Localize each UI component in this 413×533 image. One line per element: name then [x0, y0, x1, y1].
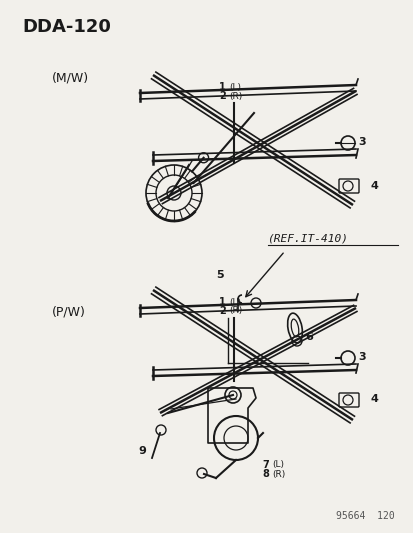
Text: (R): (R): [271, 470, 285, 479]
Text: (M/W): (M/W): [52, 71, 89, 84]
Text: (L): (L): [228, 297, 240, 306]
Circle shape: [166, 186, 180, 200]
Text: 2: 2: [219, 306, 225, 316]
Text: (REF.IT-410): (REF.IT-410): [267, 233, 348, 243]
Text: 3: 3: [357, 352, 365, 362]
Text: 3: 3: [357, 137, 365, 147]
Text: 4: 4: [370, 181, 378, 191]
Text: (R): (R): [228, 306, 242, 316]
Text: 1: 1: [219, 82, 225, 92]
Text: DDA-120: DDA-120: [22, 18, 111, 36]
Text: (L): (L): [271, 461, 283, 470]
Text: 7: 7: [261, 460, 268, 470]
Text: 5: 5: [216, 270, 223, 280]
Text: 4: 4: [370, 394, 378, 404]
Text: (L): (L): [228, 83, 240, 92]
Text: 1: 1: [219, 297, 225, 307]
Text: (P/W): (P/W): [52, 305, 85, 318]
Text: 95664  120: 95664 120: [335, 511, 394, 521]
Text: 6: 6: [304, 332, 312, 342]
Text: 9: 9: [138, 446, 145, 456]
Text: 8: 8: [261, 469, 268, 479]
Text: 2: 2: [219, 91, 225, 101]
Text: (R): (R): [228, 92, 242, 101]
Circle shape: [228, 391, 236, 399]
